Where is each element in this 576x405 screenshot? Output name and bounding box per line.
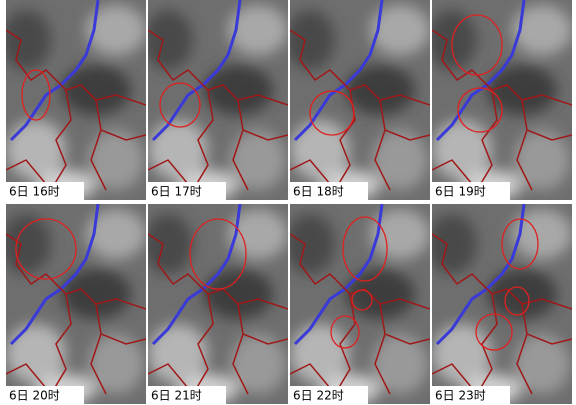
- panel-label: 6日 19时: [435, 185, 486, 199]
- terrain: [1, 204, 146, 404]
- image-panel: 6日 22时: [285, 204, 430, 404]
- satellite-image: [143, 0, 288, 200]
- terrain: [285, 204, 430, 404]
- panel-label: 6日 23时: [435, 389, 486, 403]
- terrain: [427, 204, 572, 404]
- panel-label: 6日 20时: [9, 389, 60, 403]
- panel-label: 6日 16时: [9, 185, 60, 199]
- panel-label: 6日 22时: [293, 389, 344, 403]
- image-panel: 6日 16时: [1, 0, 146, 200]
- satellite-image: [143, 204, 288, 404]
- image-panel: 6日 18时: [285, 0, 430, 200]
- panel-label: 6日 21时: [151, 389, 202, 403]
- image-panel: 6日 23时: [427, 204, 572, 404]
- panel-label: 6日 18时: [293, 185, 344, 199]
- satellite-image: [285, 204, 430, 404]
- terrain: [285, 0, 430, 200]
- satellite-image: [427, 204, 572, 404]
- image-panel: 6日 20时: [1, 204, 146, 404]
- panel-label: 6日 17时: [151, 185, 202, 199]
- satellite-image-grid: 6日 16时 6日 17时 6日 18时 6日 19时 6日 20时 6日 21时 6日 2…: [0, 0, 576, 405]
- satellite-image: [1, 0, 146, 200]
- image-panel: 6日 21时: [143, 204, 288, 404]
- image-panel: 6日 17时: [143, 0, 288, 200]
- satellite-image: [1, 204, 146, 404]
- satellite-image: [285, 0, 430, 200]
- satellite-image: [427, 0, 572, 200]
- image-panel: 6日 19时: [427, 0, 572, 200]
- terrain: [143, 204, 288, 404]
- terrain: [143, 0, 288, 200]
